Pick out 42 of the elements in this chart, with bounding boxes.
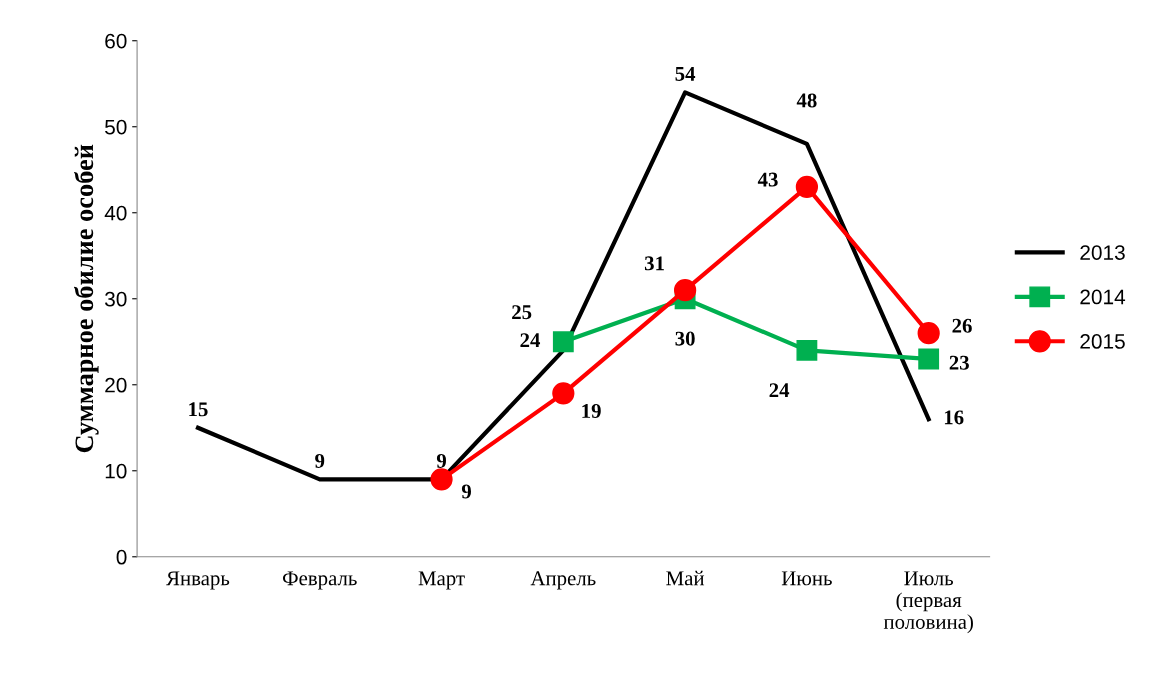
point <box>673 279 697 302</box>
data-label: 23 <box>949 355 969 370</box>
legend-label: 2015 <box>1080 334 1125 349</box>
y-axis-title: Суммарное обилие особей <box>74 144 99 453</box>
data-label: 24 <box>520 333 541 348</box>
x-tick-label: Январь <box>166 571 230 590</box>
point <box>918 348 940 370</box>
data-label: 25 <box>512 305 532 320</box>
data-label: 24 <box>769 383 790 398</box>
data-label: 16 <box>944 410 964 425</box>
data-label: 19 <box>582 404 601 419</box>
x-tick-label: Май <box>666 570 705 586</box>
point <box>552 382 575 405</box>
data-label: 15 <box>189 402 208 417</box>
data-label: 26 <box>952 318 972 333</box>
x-tick-label: Февраль <box>282 571 357 590</box>
y-tick-label: 50 <box>105 119 127 135</box>
point <box>917 322 940 345</box>
point <box>796 339 818 361</box>
point <box>430 468 453 491</box>
data-label: 54 <box>675 66 696 81</box>
data-label: 9 <box>436 453 446 468</box>
x-tick-label: Март <box>418 571 465 590</box>
legend-label: 2014 <box>1080 289 1126 305</box>
data-label: 30 <box>675 331 695 346</box>
y-tick-label: 40 <box>104 205 127 221</box>
y-tick-label: 20 <box>105 377 127 393</box>
x-tick-label: Июнь <box>781 571 832 586</box>
y-tick-label: 0 <box>116 549 127 565</box>
x-tick-label: Апрель <box>530 571 596 590</box>
point <box>795 175 819 199</box>
y-tick-label: 60 <box>105 33 127 49</box>
x-tick-label: Июль (первая половина) <box>883 571 973 634</box>
data-label: 48 <box>796 93 817 108</box>
y-tick-label: 30 <box>104 291 127 307</box>
data-label: 43 <box>757 172 778 187</box>
y-tick-label: 10 <box>105 463 127 479</box>
point <box>552 331 574 353</box>
data-label: 9 <box>461 484 471 499</box>
legend-label: 2013 <box>1080 245 1125 260</box>
data-label: 31 <box>644 256 664 271</box>
data-label: 9 <box>315 453 325 468</box>
